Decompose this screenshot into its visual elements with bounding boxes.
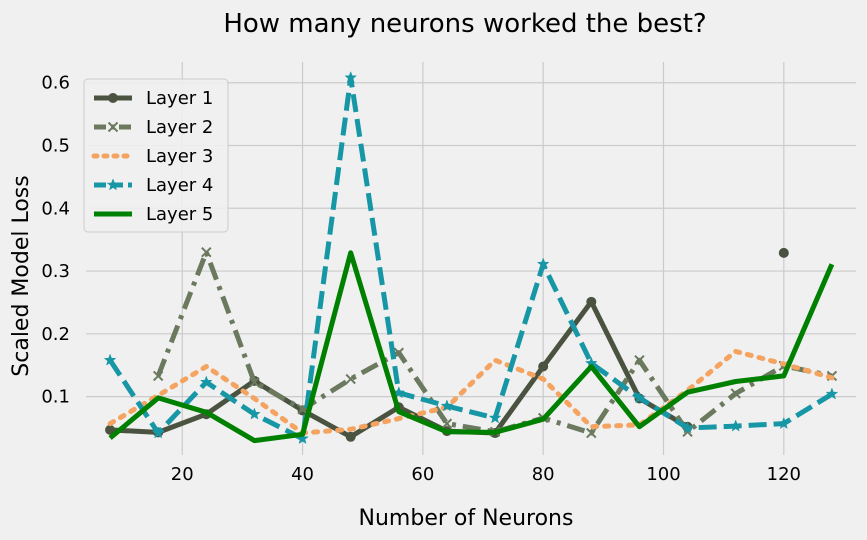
layer-4-point (681, 421, 694, 434)
legend: Layer 1 Layer 2 Layer 3 Layer 4 Layer 5 (83, 78, 229, 233)
legend-label: Layer 1 (146, 88, 213, 109)
legend-item-layer-2: Layer 2 (94, 117, 213, 138)
layer-4-point (440, 399, 454, 412)
legend-label: Layer 4 (146, 175, 213, 196)
layer-2-point (201, 247, 212, 258)
y-tick-label: 0.4 (41, 198, 70, 219)
x-axis-label: Number of Neurons (359, 506, 574, 531)
series-lines (103, 70, 839, 445)
legend-item-layer-5: Layer 5 (94, 204, 213, 225)
layer-2-point (345, 373, 356, 385)
layer-4-point (151, 426, 165, 439)
layer-4-point (199, 375, 213, 388)
legend-layer-1-point (108, 93, 118, 103)
legend-item-layer-1: Layer 1 (94, 88, 213, 109)
legend-layer-2-point (107, 121, 119, 133)
x-tick-label: 100 (646, 464, 680, 485)
layer-4-point (777, 416, 791, 430)
series-layer-3 (107, 348, 835, 436)
y-tick-label: 0.5 (41, 135, 70, 156)
y-axis-label: Scaled Model Loss (9, 175, 34, 376)
x-tick-label: 120 (767, 464, 801, 485)
layer-4-point (344, 70, 358, 84)
chart-title: How many neurons worked the best? (223, 9, 706, 39)
legend-item-layer-4: Layer 4 (94, 175, 213, 196)
legend-box (83, 78, 229, 233)
layer-1-point (586, 296, 597, 307)
layer-1-point (778, 247, 789, 258)
layer-2-point (393, 347, 405, 358)
layer-2-line (155, 249, 833, 436)
layer-4-point (825, 387, 839, 400)
y-tick-label: 0.6 (41, 73, 70, 94)
x-tick-label: 60 (411, 464, 434, 485)
legend-item-layer-3: Layer 3 (91, 146, 213, 167)
x-tick-label: 80 (532, 464, 555, 485)
legend-label: Layer 2 (146, 117, 213, 138)
tick-labels: 20 40 60 80 100 120 0.1 0.2 0.3 0.4 0.5 0.6 (41, 73, 801, 485)
y-tick-label: 0.1 (41, 387, 70, 408)
layer-4-point (248, 407, 261, 420)
series-layer-5 (108, 250, 835, 444)
layer-4-point (633, 391, 646, 404)
x-tick-label: 20 (171, 464, 194, 485)
layer-4-point (103, 353, 117, 366)
legend-layer-4-point (106, 178, 120, 191)
layer-5-line (108, 250, 835, 444)
layer-1-point (538, 361, 549, 372)
layer-4-point (536, 257, 550, 270)
y-tick-label: 0.3 (41, 261, 70, 282)
layer-4-line (108, 75, 834, 442)
layer-2-point (634, 354, 645, 366)
layer-4-point (488, 411, 502, 424)
layer-2-point (249, 376, 260, 388)
y-tick-label: 0.2 (41, 324, 70, 345)
layer-2-point (586, 427, 597, 439)
layer-4-point (729, 419, 743, 432)
layer-3-line (107, 348, 835, 436)
layer-1-point (345, 431, 356, 442)
legend-label: Layer 3 (146, 146, 213, 167)
layer-2-point (730, 388, 741, 399)
layer-2-point (152, 370, 164, 382)
x-tick-label: 40 (291, 464, 314, 485)
legend-label: Layer 5 (146, 204, 213, 225)
layer-2-point (441, 418, 453, 429)
